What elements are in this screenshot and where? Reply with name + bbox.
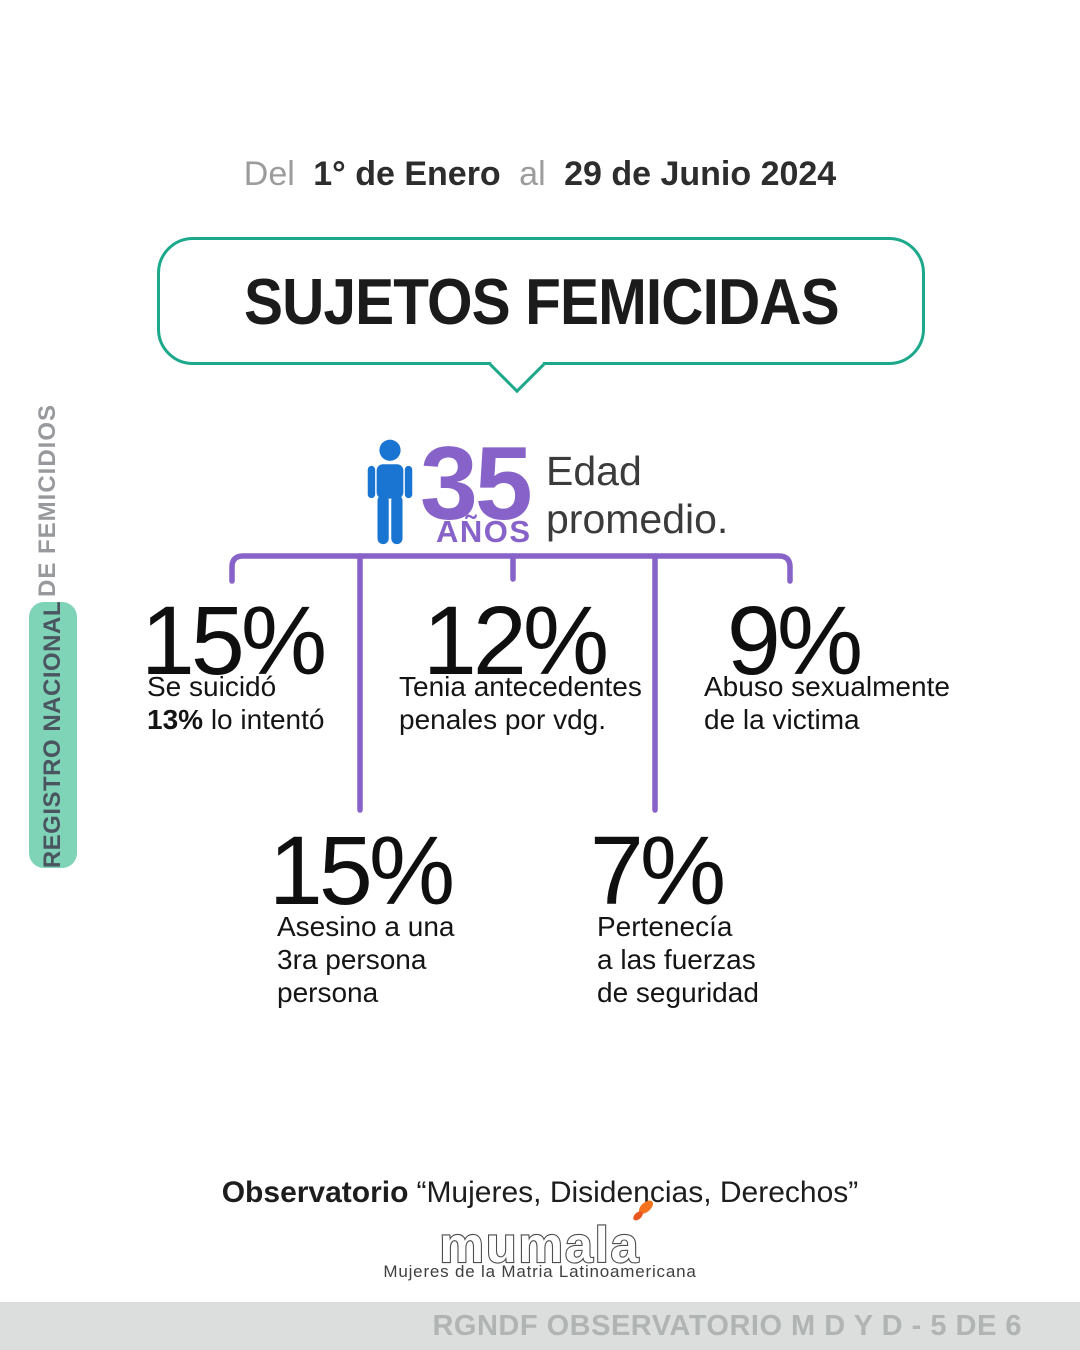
date-end: 29 de Junio 2024 xyxy=(564,155,837,193)
stat-label-sexual-abuse: Abuso sexualmente de la victima xyxy=(704,671,950,735)
stat-label-suicide: Se suicidó 13% lo intentó xyxy=(147,671,325,735)
average-age-value: 35 xyxy=(420,426,533,542)
stat-label-security-forces: Pertenecía a las fuerzas de seguridad xyxy=(597,911,759,1008)
stat-value-sexual-abuse: 9% xyxy=(726,586,863,695)
footer-bar: RGNDF OBSERVATORIO M D Y D - 5 DE 6 xyxy=(0,1302,1080,1350)
person-icon xyxy=(367,439,413,545)
mumala-logo-text: mumala xyxy=(438,1200,653,1274)
average-age-unit: AÑOS xyxy=(436,514,532,549)
date-prefix: Del xyxy=(243,155,295,193)
mumala-logo: mumala xyxy=(438,1200,653,1274)
date-connector: al xyxy=(519,155,546,193)
stat-value-suicide: 15% xyxy=(140,586,327,695)
stat-value-criminal-record: 12% xyxy=(422,586,609,695)
stat-value-security-forces: 7% xyxy=(589,816,726,925)
butterfly-icon xyxy=(633,1200,653,1221)
page-title: SUJETOS FEMICIDAS xyxy=(243,264,840,338)
sidebar-pill-registro-nacional: REGISTRO NACIONAL xyxy=(29,601,77,869)
date-header: Del 1° de Enero al 29 de Junio 2024 xyxy=(0,155,1080,194)
stat-label-third-person: Asesino a una 3ra persona persona xyxy=(277,911,455,1008)
footer-page-indicator: RGNDF OBSERVATORIO M D Y D - 5 DE 6 xyxy=(432,1310,1022,1342)
average-age-caption: Edad promedio. xyxy=(546,448,729,543)
stat-label-criminal-record: Tenia antecedentes penales por vdg. xyxy=(399,671,642,735)
mumala-logo-caption: Mujeres de la Matria Latinoamericana xyxy=(383,1262,697,1281)
title-bubble: SUJETOS FEMICIDAS xyxy=(157,237,925,365)
observatory-credit: Observatorio “Mujeres, Disidencias, Derec… xyxy=(221,1176,859,1209)
sidebar-label-de-femicidios: DE FEMICIDIOS xyxy=(34,403,61,597)
stat-value-third-person: 15% xyxy=(268,816,455,925)
date-start: 1° de Enero xyxy=(313,155,501,193)
